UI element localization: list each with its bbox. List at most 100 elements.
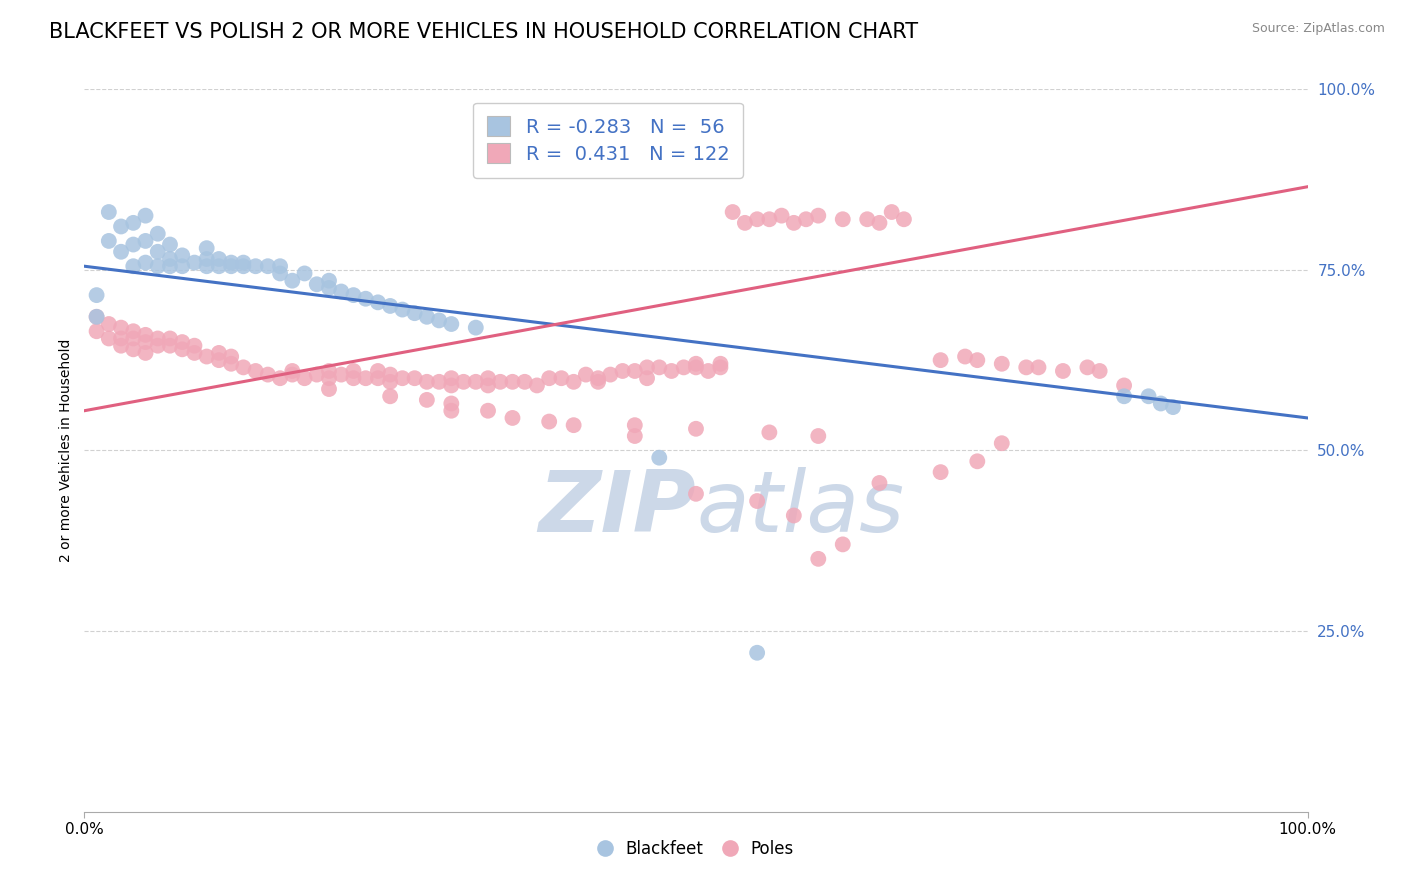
Point — [354, 371, 377, 385]
Point — [624, 418, 647, 433]
Point — [135, 234, 157, 248]
Point — [159, 339, 181, 353]
Point — [86, 310, 108, 324]
Point — [831, 212, 853, 227]
Point — [195, 350, 218, 364]
Point — [146, 244, 169, 259]
Point — [404, 306, 426, 320]
Point — [440, 396, 463, 410]
Point — [685, 360, 707, 375]
Point — [624, 364, 647, 378]
Point — [477, 403, 499, 417]
Point — [1161, 400, 1184, 414]
Point — [929, 353, 952, 368]
Point — [122, 216, 145, 230]
Point — [464, 320, 486, 334]
Point — [380, 389, 402, 403]
Point — [734, 216, 756, 230]
Point — [110, 320, 132, 334]
Point — [783, 508, 806, 523]
Point — [135, 334, 157, 349]
Point — [758, 425, 780, 440]
Text: Source: ZipAtlas.com: Source: ZipAtlas.com — [1251, 22, 1385, 36]
Point — [232, 255, 254, 269]
Point — [380, 299, 402, 313]
Point — [685, 422, 707, 436]
Point — [367, 295, 389, 310]
Point — [1114, 378, 1136, 392]
Point — [318, 382, 340, 396]
Point — [122, 331, 145, 345]
Point — [146, 259, 169, 273]
Point — [318, 364, 340, 378]
Point — [159, 252, 181, 266]
Point — [232, 360, 254, 375]
Point — [1028, 360, 1050, 375]
Point — [110, 339, 132, 353]
Point — [208, 259, 231, 273]
Point — [477, 378, 499, 392]
Point — [770, 209, 793, 223]
Point — [86, 324, 108, 338]
Point — [110, 219, 132, 234]
Point — [110, 244, 132, 259]
Point — [195, 241, 218, 255]
Point — [380, 368, 402, 382]
Point — [172, 259, 194, 273]
Point — [135, 209, 157, 223]
Point — [281, 274, 304, 288]
Point — [636, 360, 658, 375]
Point — [869, 475, 891, 490]
Point — [966, 454, 988, 468]
Point — [318, 274, 340, 288]
Point — [526, 378, 548, 392]
Point — [354, 292, 377, 306]
Point — [477, 371, 499, 385]
Point — [97, 317, 120, 331]
Point — [135, 255, 157, 269]
Point — [648, 360, 671, 375]
Point — [464, 375, 486, 389]
Point — [208, 346, 231, 360]
Point — [122, 259, 145, 273]
Point — [550, 371, 572, 385]
Point — [367, 371, 389, 385]
Point — [257, 259, 280, 273]
Point — [783, 216, 806, 230]
Point — [758, 212, 780, 227]
Point — [747, 646, 769, 660]
Point — [1076, 360, 1098, 375]
Point — [146, 331, 169, 345]
Point — [219, 259, 242, 273]
Point — [219, 255, 242, 269]
Point — [122, 237, 145, 252]
Point — [807, 209, 830, 223]
Point — [612, 364, 634, 378]
Point — [183, 346, 205, 360]
Point — [245, 364, 267, 378]
Point — [831, 537, 853, 551]
Point — [636, 371, 658, 385]
Point — [330, 285, 353, 299]
Point — [807, 551, 830, 566]
Point — [502, 375, 524, 389]
Point — [342, 364, 364, 378]
Point — [489, 375, 512, 389]
Point — [794, 212, 817, 227]
Point — [880, 205, 903, 219]
Point — [318, 371, 340, 385]
Point — [208, 353, 231, 368]
Point — [1052, 364, 1074, 378]
Point — [440, 317, 463, 331]
Point — [685, 357, 707, 371]
Point — [440, 403, 463, 417]
Point — [513, 375, 536, 389]
Point — [1015, 360, 1038, 375]
Point — [1114, 389, 1136, 403]
Point — [146, 227, 169, 241]
Point — [440, 378, 463, 392]
Point — [391, 302, 413, 317]
Point — [159, 259, 181, 273]
Point — [183, 339, 205, 353]
Point — [648, 450, 671, 465]
